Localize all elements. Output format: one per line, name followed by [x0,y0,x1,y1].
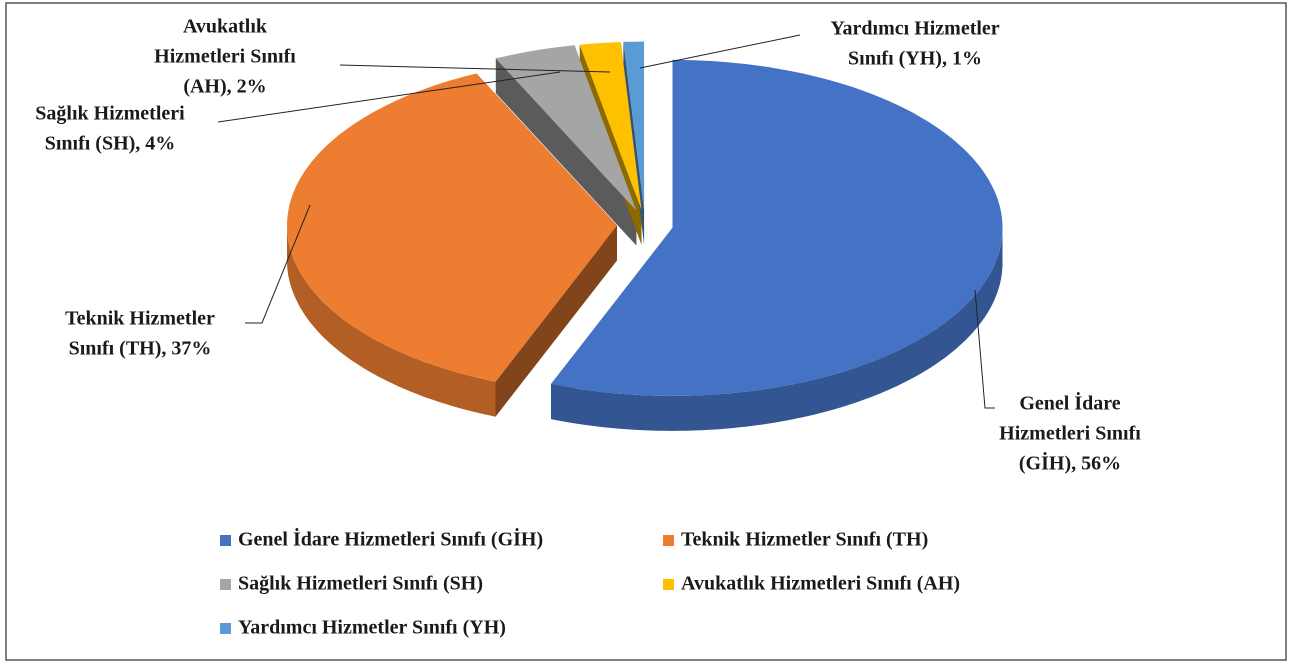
slice [287,73,617,382]
data-label: Teknik Hizmetler [65,308,215,330]
slice-side [495,225,617,417]
legend-swatch [663,535,674,546]
data-label: Sınıfı (YH), 1% [848,48,982,70]
leader-line [217,71,561,123]
legend-swatch [220,579,231,590]
legend-swatch [663,579,674,590]
slice-wall [551,227,1003,431]
legend-label: Yardımcı Hizmetler Sınıfı (YH) [238,617,506,639]
data-label: (GİH), 56% [1019,451,1121,475]
data-label: Sağlık Hizmetleri [35,103,185,125]
legend-label: Teknik Hizmetler Sınıfı (TH) [681,529,928,551]
legend-label: Avukatlık Hizmetleri Sınıfı (AH) [681,573,960,595]
legend-label: Genel İdare Hizmetleri Sınıfı (GİH) [238,527,543,551]
leader-line [639,34,801,69]
slice [551,59,1003,396]
slice-wall [287,225,496,417]
data-label: (AH), 2% [183,76,266,98]
leader-line [339,64,611,73]
data-label: Genel İdare [1019,391,1120,415]
data-label: Hizmetleri Sınıfı [999,423,1141,445]
data-label: Sınıfı (SH), 4% [45,133,176,155]
leader-line [974,289,995,409]
data-label: Yardımcı Hizmetler [830,18,999,40]
data-label: Avukatlık [183,16,268,38]
slice [579,42,642,210]
legend-swatch [220,623,231,634]
slice-side [495,58,637,246]
leader-line [245,204,311,324]
legend-swatch [220,535,231,546]
data-label: Sınıfı (TH), 37% [69,338,212,360]
slice [495,45,637,211]
data-label: Hizmetleri Sınıfı [154,46,296,68]
legend-label: Sağlık Hizmetleri Sınıfı (SH) [238,573,483,595]
slice [623,41,645,210]
